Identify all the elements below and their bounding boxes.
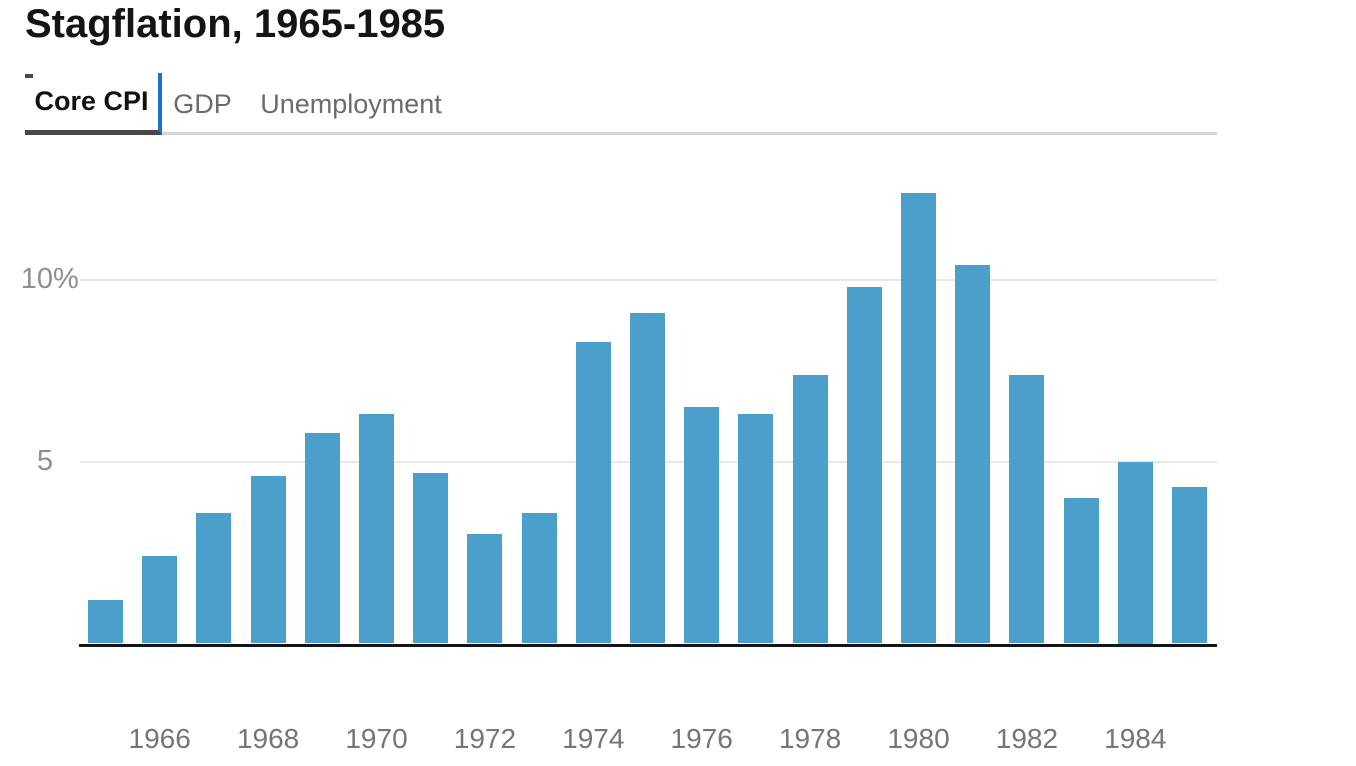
x-tick-label-1968: 1968 (236, 723, 300, 754)
bar-1965[interactable] (88, 599, 123, 644)
bar-1983[interactable] (1063, 498, 1099, 644)
x-tick-label-1980: 1980 (887, 723, 950, 754)
x-tick-label-1966: 1966 (128, 723, 191, 754)
x-tick-label-1976: 1976 (670, 723, 733, 754)
bar-1985[interactable] (1172, 487, 1207, 644)
x-axis-line (79, 643, 1217, 647)
bar-1973[interactable] (521, 512, 557, 644)
y-tick-label-5: 5 (36, 444, 53, 477)
y-tick-label-10: 10 (20, 263, 53, 295)
bar-1976[interactable] (684, 407, 720, 644)
bar-1982[interactable] (1009, 374, 1045, 644)
bar-1984[interactable] (1117, 461, 1153, 644)
bar-1970[interactable] (359, 414, 394, 644)
bar-1966[interactable] (142, 556, 178, 644)
x-tick-label-1974: 1974 (562, 723, 625, 754)
active-tab-corner-tick (25, 74, 33, 78)
y-tick-suffix-10: % (53, 263, 79, 295)
bar-1975[interactable] (630, 312, 665, 644)
bar-1979[interactable] (846, 287, 882, 644)
bar-1972[interactable] (467, 534, 503, 644)
x-tick-label-1970: 1970 (345, 723, 408, 754)
chart-title: Stagflation, 1965-1985 (25, 2, 446, 46)
bar-1974[interactable] (575, 341, 611, 644)
tab-gdp[interactable]: GDP (160, 73, 245, 135)
x-tick-label-1982: 1982 (995, 723, 1059, 754)
x-tick-label-1984: 1984 (1104, 723, 1167, 754)
bar-1977[interactable] (738, 414, 774, 644)
bar-1980[interactable] (901, 192, 936, 644)
bar-1969[interactable] (304, 432, 340, 644)
tab-unemployment[interactable]: Unemployment (245, 73, 457, 135)
tab-unemployment-label: Unemployment (260, 88, 442, 119)
tab-bar-baseline (162, 132, 1217, 135)
x-tick-label-1972: 1972 (453, 723, 517, 754)
bar-1981[interactable] (955, 265, 991, 644)
tab-core-cpi-label: Core CPI (34, 86, 149, 116)
x-tick-label-1978: 1978 (778, 723, 842, 754)
bar-1967[interactable] (196, 512, 232, 644)
tab-gdp-label: GDP (173, 88, 232, 119)
tab-core-cpi[interactable]: Core CPI (25, 73, 162, 135)
bar-1968[interactable] (250, 476, 286, 644)
bar-1978[interactable] (792, 374, 828, 644)
bar-1971[interactable] (413, 472, 449, 644)
gridline-10 (80, 279, 1217, 281)
